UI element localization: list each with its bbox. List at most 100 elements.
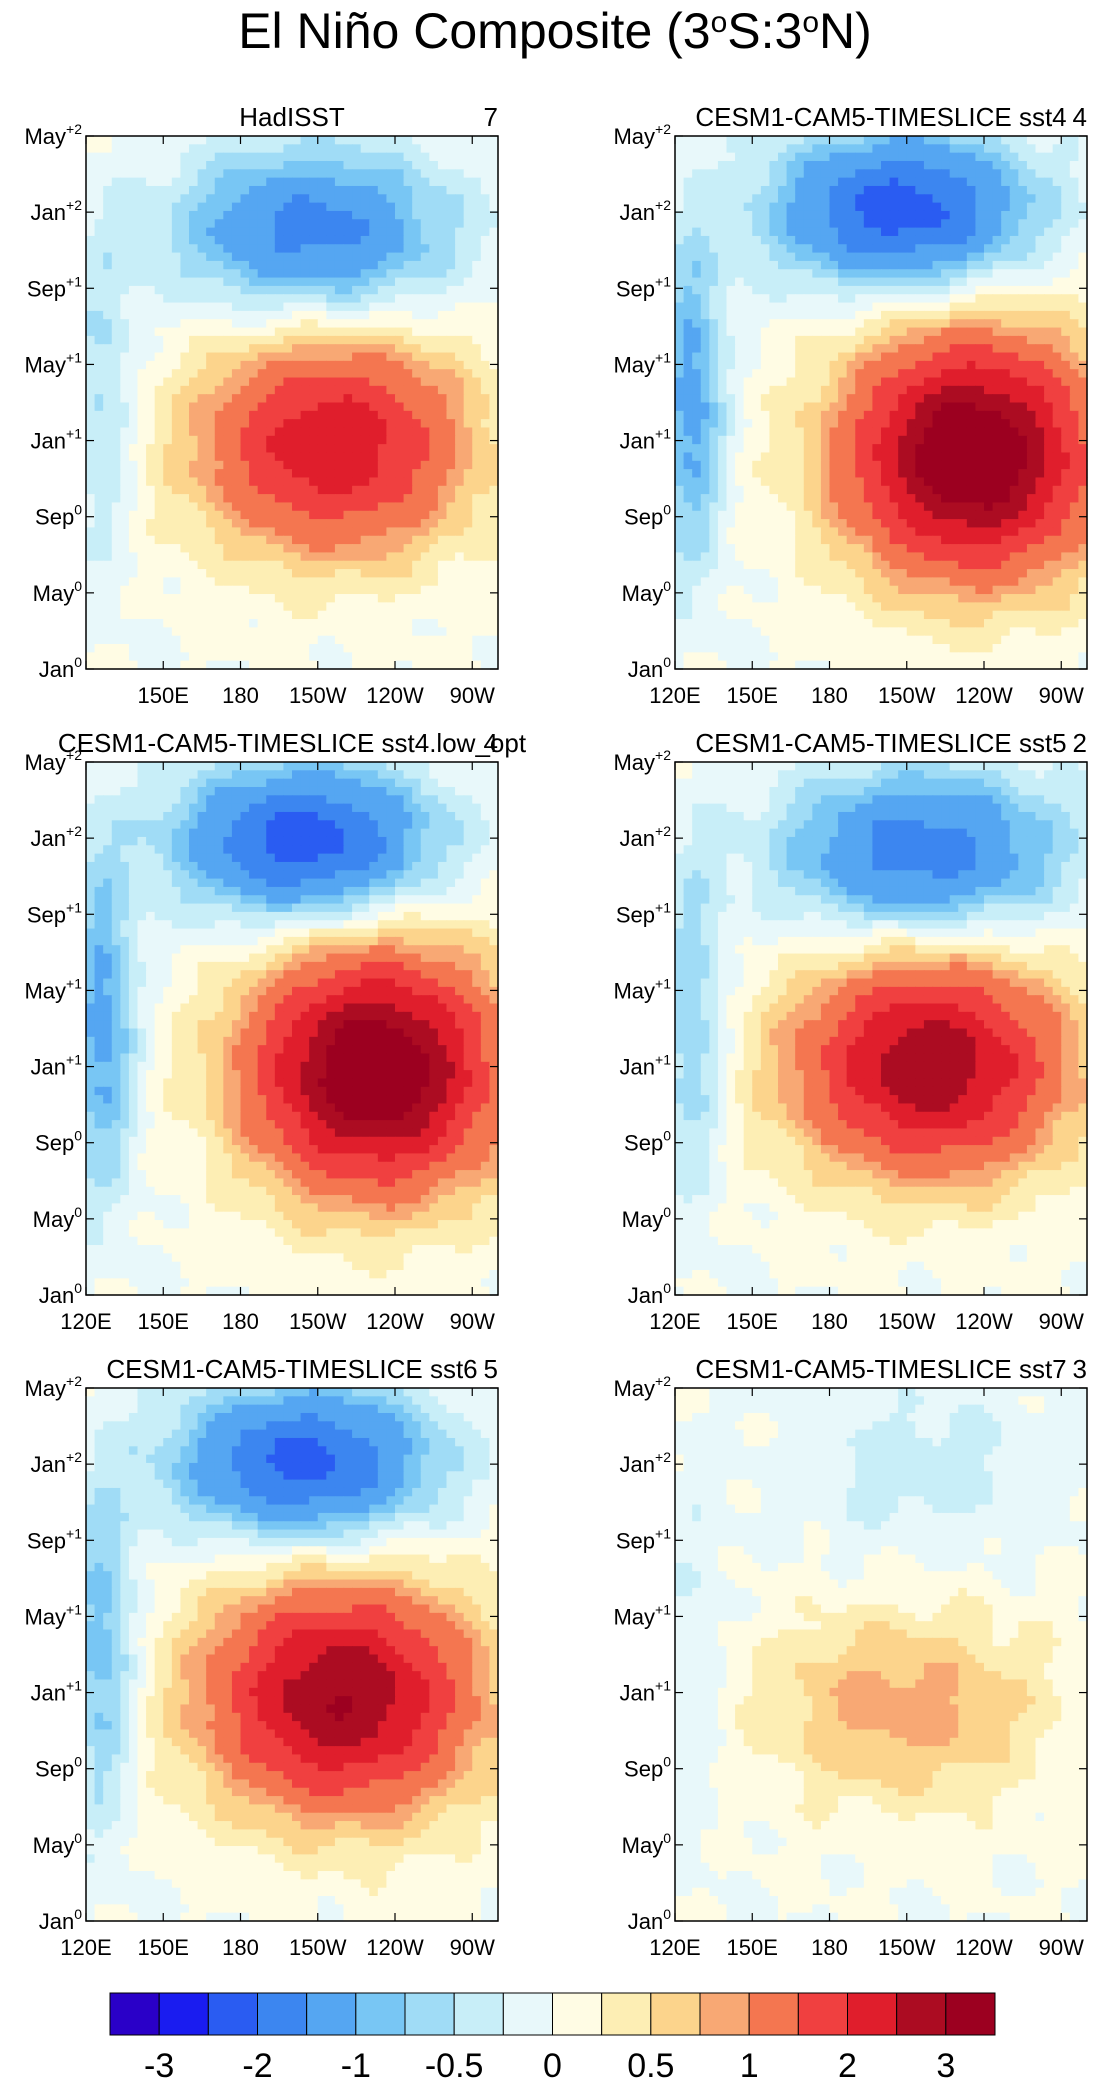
heatmap-cell (138, 602, 147, 611)
heatmap-cell (1018, 303, 1027, 312)
heatmap-cell (275, 577, 284, 586)
heatmap-cell (735, 319, 744, 328)
heatmap-cell (684, 319, 693, 328)
heatmap-cell (933, 161, 942, 170)
heatmap-cell (967, 311, 976, 320)
heatmap-cell (769, 228, 778, 237)
heatmap-cell (975, 219, 984, 228)
heatmap-cell (1070, 278, 1079, 287)
heatmap-cell (975, 161, 984, 170)
heatmap-cell (301, 511, 310, 520)
heatmap-cell (718, 211, 727, 220)
heatmap-cell (283, 511, 292, 520)
heatmap-cell (155, 586, 164, 595)
heatmap-cell (1036, 419, 1045, 428)
heatmap-cell (472, 178, 481, 187)
heatmap-cell (335, 244, 344, 253)
heatmap-cell (335, 194, 344, 203)
heatmap-cell (172, 328, 181, 337)
heatmap-cell (812, 144, 821, 153)
heatmap-cell (318, 294, 327, 303)
heatmap-cell (421, 286, 430, 295)
heatmap-cell (1070, 444, 1079, 453)
heatmap-cell (1053, 219, 1062, 228)
heatmap-cell (735, 394, 744, 403)
heatmap-cell (258, 361, 267, 370)
heatmap-cell (489, 344, 498, 353)
heatmap-cell (412, 161, 421, 170)
heatmap-cell (967, 136, 976, 145)
heatmap-cell (838, 269, 847, 278)
heatmap-cell (489, 636, 498, 645)
heatmap-cell (455, 494, 464, 503)
heatmap-cell (198, 527, 207, 536)
heatmap-cell (933, 294, 942, 303)
heatmap-cell (146, 203, 155, 212)
heatmap-cell (412, 652, 421, 661)
heatmap-cell (855, 236, 864, 245)
heatmap-cell (718, 286, 727, 295)
heatmap-cell (301, 136, 310, 145)
heatmap-cell (675, 219, 684, 228)
heatmap-cell (404, 211, 413, 220)
heatmap-cell (352, 444, 361, 453)
heatmap-cell (752, 194, 761, 203)
heatmap-cell (915, 336, 924, 345)
heatmap-cell (386, 236, 395, 245)
heatmap-cell (1061, 253, 1070, 262)
heatmap-cell (198, 427, 207, 436)
heatmap-cell (386, 411, 395, 420)
heatmap-cell (412, 411, 421, 420)
heatmap-cell (344, 444, 353, 453)
heatmap-cell (881, 328, 890, 337)
heatmap-cell (378, 361, 387, 370)
heatmap-cell (684, 211, 693, 220)
heatmap-cell (735, 386, 744, 395)
heatmap-cell (318, 444, 327, 453)
heatmap-cell (223, 253, 232, 262)
heatmap-cell (120, 344, 129, 353)
heatmap-cell (1001, 427, 1010, 436)
heatmap-cell (438, 161, 447, 170)
heatmap-cell (163, 411, 172, 420)
heatmap-cell (812, 361, 821, 370)
heatmap-cell (447, 477, 456, 486)
heatmap-cell (701, 444, 710, 453)
heatmap-cell (778, 353, 787, 362)
heatmap-cell (692, 353, 701, 362)
heatmap-cell (344, 269, 353, 278)
heatmap-cell (395, 386, 404, 395)
heatmap-cell (967, 427, 976, 436)
heatmap-cell (86, 203, 95, 212)
heatmap-cell (258, 294, 267, 303)
heatmap-cell (950, 144, 959, 153)
heatmap-cell (189, 577, 198, 586)
heatmap-cell (189, 186, 198, 195)
heatmap-cell (138, 211, 147, 220)
heatmap-cell (684, 344, 693, 353)
heatmap-cell (155, 436, 164, 445)
heatmap-cell (795, 136, 804, 145)
heatmap-cell (429, 303, 438, 312)
heatmap-cell (180, 194, 189, 203)
heatmap-cell (258, 336, 267, 345)
heatmap-cell (163, 228, 172, 237)
heatmap-cell (709, 253, 718, 262)
heatmap-cell (309, 319, 318, 328)
heatmap-cell (335, 394, 344, 403)
heatmap-cell (283, 527, 292, 536)
heatmap-cell (1036, 219, 1045, 228)
heatmap-cell (429, 652, 438, 661)
heatmap-cell (138, 486, 147, 495)
heatmap-cell (472, 461, 481, 470)
heatmap-cell (421, 353, 430, 362)
heatmap-cell (1053, 269, 1062, 278)
heatmap-cell (864, 419, 873, 428)
heatmap-cell (464, 444, 473, 453)
heatmap-cell (138, 419, 147, 428)
heatmap-cell (249, 394, 258, 403)
heatmap-cell (429, 336, 438, 345)
heatmap-cell (464, 353, 473, 362)
heatmap-cell (1036, 444, 1045, 453)
heatmap-cell (1027, 136, 1036, 145)
